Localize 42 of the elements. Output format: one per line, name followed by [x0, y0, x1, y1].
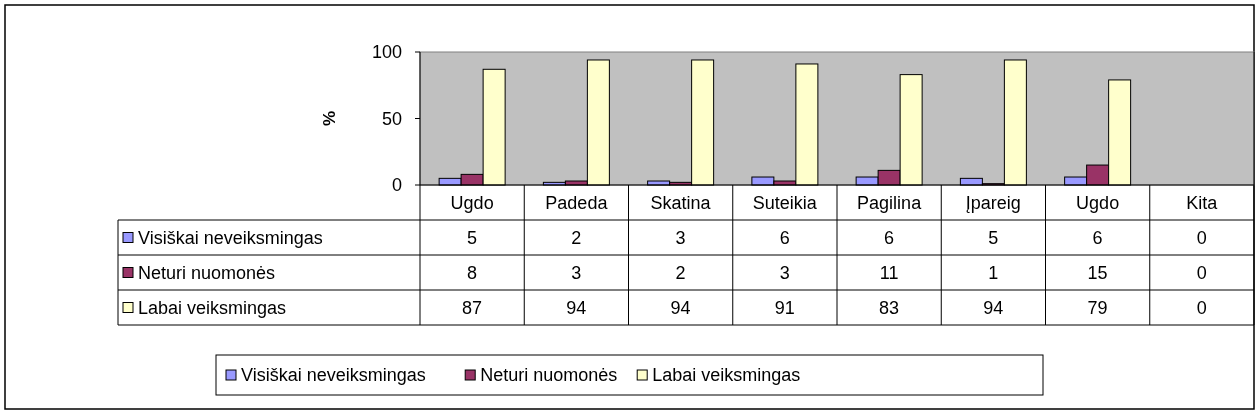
- text: Neturi nuomonės: [138, 262, 276, 283]
- data-label: 6: [1092, 227, 1103, 248]
- data-label: 6: [884, 227, 895, 248]
- x-tick-label: Pagilina: [857, 192, 923, 213]
- data-label: 11: [879, 262, 899, 283]
- data-label: 79: [1087, 297, 1108, 318]
- data-label: 91: [774, 297, 795, 318]
- y-axis-title: %: [320, 110, 339, 127]
- x-tick-label: Įpareig: [965, 192, 1021, 213]
- text: Labai veiksmingas: [138, 297, 287, 318]
- data-label: 15: [1087, 262, 1108, 283]
- data-label: 2: [571, 227, 582, 248]
- y-tick-label: 0: [391, 175, 402, 196]
- data-label: 0: [1196, 262, 1207, 283]
- legend-label: Labai veiksmingas: [652, 365, 801, 386]
- x-tick-label: Suteikia: [752, 192, 818, 213]
- text: Visiškai neveiksmingas: [241, 365, 426, 386]
- data-label: 94: [566, 297, 587, 318]
- data-label: 6: [779, 227, 790, 248]
- data-label: 3: [675, 227, 686, 248]
- data-label: 1: [988, 262, 999, 283]
- data-label: 3: [571, 262, 582, 283]
- data-label: 94: [983, 297, 1004, 318]
- data-label: 0: [1196, 227, 1207, 248]
- x-tick-label: Ugdo: [1076, 192, 1120, 213]
- legend-label: Visiškai neveiksmingas: [138, 227, 323, 248]
- x-tick-label: Padeda: [545, 192, 609, 213]
- data-label: 83: [879, 297, 900, 318]
- data-label: 5: [988, 227, 999, 248]
- x-tick-label: Skatina: [650, 192, 712, 213]
- data-label: 94: [670, 297, 691, 318]
- data-label: 8: [467, 262, 478, 283]
- x-tick-label: Kita: [1186, 192, 1219, 213]
- x-tick-label: Ugdo: [450, 192, 494, 213]
- data-label: 87: [462, 297, 483, 318]
- data-label: 0: [1196, 297, 1207, 318]
- legend-label: Neturi nuomonės: [480, 365, 618, 386]
- y-tick-label: 100: [371, 42, 402, 63]
- data-label: 2: [675, 262, 686, 283]
- y-tick-label: 50: [381, 108, 402, 129]
- data-label: 5: [467, 227, 478, 248]
- data-label: 3: [779, 262, 790, 283]
